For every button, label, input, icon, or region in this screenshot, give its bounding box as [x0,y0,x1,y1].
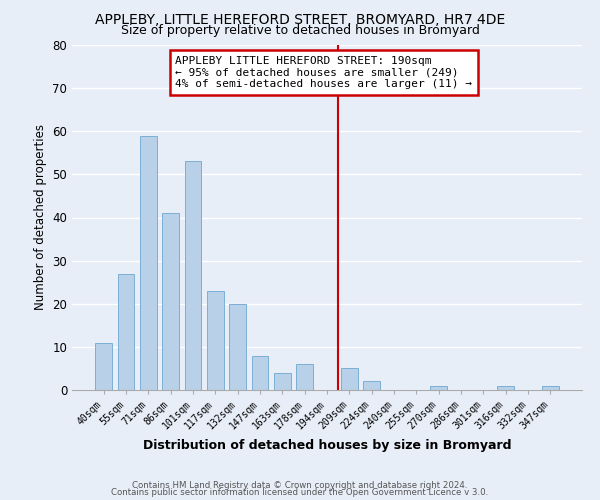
Text: Contains HM Land Registry data © Crown copyright and database right 2024.: Contains HM Land Registry data © Crown c… [132,480,468,490]
Bar [341,368,358,390]
Bar [118,274,134,390]
Bar [296,364,313,390]
Bar [185,162,202,390]
Bar [251,356,268,390]
Text: Contains public sector information licensed under the Open Government Licence v : Contains public sector information licen… [112,488,488,497]
Y-axis label: Number of detached properties: Number of detached properties [34,124,47,310]
Bar [229,304,246,390]
Bar [162,213,179,390]
Bar [140,136,157,390]
Text: Size of property relative to detached houses in Bromyard: Size of property relative to detached ho… [121,24,479,37]
Bar [95,342,112,390]
Text: APPLEBY, LITTLE HEREFORD STREET, BROMYARD, HR7 4DE: APPLEBY, LITTLE HEREFORD STREET, BROMYAR… [95,12,505,26]
Bar [430,386,447,390]
X-axis label: Distribution of detached houses by size in Bromyard: Distribution of detached houses by size … [143,440,511,452]
Text: APPLEBY LITTLE HEREFORD STREET: 190sqm
← 95% of detached houses are smaller (249: APPLEBY LITTLE HEREFORD STREET: 190sqm ←… [175,56,472,89]
Bar [364,382,380,390]
Bar [274,373,290,390]
Bar [497,386,514,390]
Bar [207,291,224,390]
Bar [542,386,559,390]
